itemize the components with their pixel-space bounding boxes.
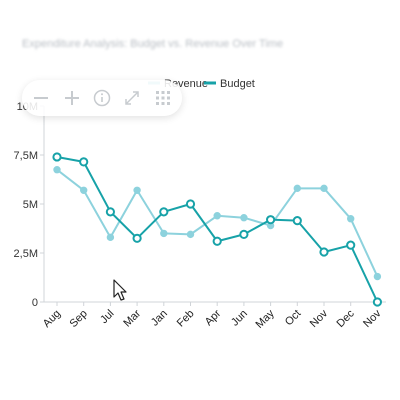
data-point-budget — [52, 152, 62, 162]
data-point-revenue — [240, 214, 248, 222]
x-tick-label: Nov — [308, 307, 331, 330]
data-point-revenue — [186, 230, 195, 239]
data-point-revenue — [347, 215, 355, 223]
grid-button[interactable] — [150, 85, 176, 111]
data-point-revenue — [106, 233, 115, 242]
data-point-budget — [185, 199, 196, 209]
chart-title: Expenditure Analysis: Budget vs. Revenue… — [22, 38, 284, 50]
zoom-out-button[interactable] — [28, 85, 54, 111]
data-point-budget — [319, 247, 329, 257]
data-point-revenue — [320, 184, 328, 193]
x-tick-label: Aug — [41, 308, 63, 330]
zoom-in-button[interactable] — [59, 85, 85, 111]
data-point-revenue — [80, 186, 88, 194]
x-tick-label: Feb — [175, 308, 197, 330]
x-tick-label: Oct — [283, 308, 304, 329]
fullscreen-button[interactable] — [119, 85, 145, 111]
chart-toolbar — [22, 80, 182, 116]
x-tick-label: May — [254, 307, 278, 331]
data-point-budget — [159, 207, 169, 217]
data-point-revenue — [373, 272, 382, 281]
info-button[interactable] — [89, 85, 115, 111]
data-point-revenue — [293, 184, 301, 193]
data-point-revenue — [213, 212, 221, 220]
mouse-cursor-icon — [113, 279, 127, 301]
info-icon — [93, 89, 111, 107]
data-point-budget — [239, 229, 249, 239]
data-point-budget — [132, 233, 142, 243]
y-tick-label: 0 — [32, 297, 38, 309]
y-tick-label: 2,5M — [14, 248, 38, 260]
x-tick-label: Jul — [98, 308, 116, 326]
x-tick-label: Jun — [229, 308, 250, 329]
legend-label-budget: Budget — [220, 78, 255, 90]
data-point-budget — [372, 297, 382, 307]
data-point-budget — [292, 216, 302, 226]
data-point-budget — [346, 240, 356, 250]
x-tick-label: Nov — [361, 307, 384, 330]
x-tick-label: Mar — [121, 307, 143, 329]
grid-icon — [155, 91, 170, 105]
data-point-revenue — [53, 166, 61, 174]
data-point-revenue — [160, 229, 168, 238]
data-point-budget — [105, 207, 116, 217]
zoom-out-icon — [34, 97, 49, 99]
series-line-revenue — [56, 168, 379, 277]
x-tick-label: Apr — [203, 307, 224, 328]
data-point-budget — [212, 236, 222, 246]
zoom-in-icon — [64, 91, 79, 105]
y-tick-label: 5M — [23, 199, 38, 211]
x-tick-label: Dec — [335, 307, 358, 330]
fullscreen-icon — [125, 91, 140, 105]
x-tick-label: Sep — [67, 308, 89, 330]
data-point-budget — [79, 157, 89, 167]
x-tick-label: Jan — [149, 308, 170, 329]
y-tick-label: 7,5M — [14, 150, 38, 162]
data-point-revenue — [133, 186, 141, 194]
data-point-budget — [266, 215, 276, 225]
